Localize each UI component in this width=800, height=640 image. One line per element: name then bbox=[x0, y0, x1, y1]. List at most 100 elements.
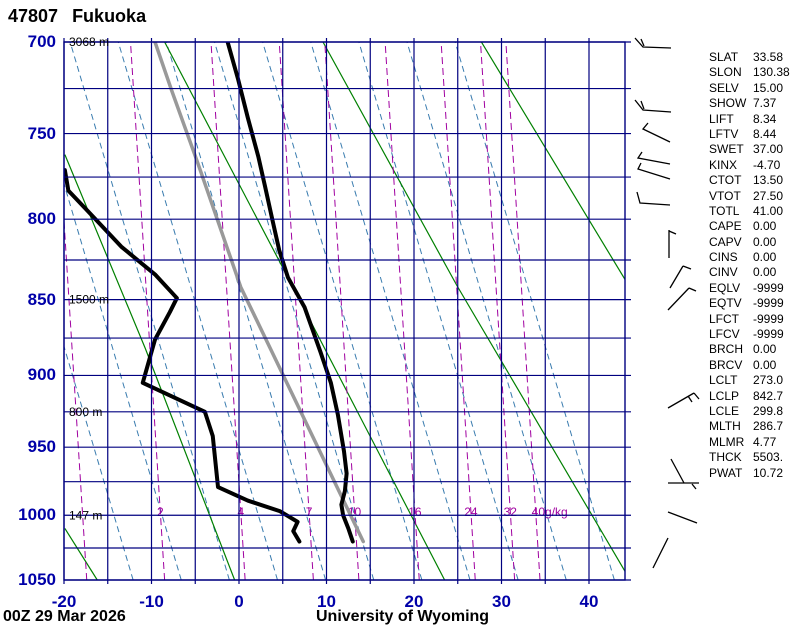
index-value: 5503. bbox=[753, 450, 784, 465]
index-row-SLAT: SLAT 33.58 bbox=[709, 50, 790, 65]
index-row-CAPV: CAPV 0.00 bbox=[709, 235, 790, 250]
plot-area: 2 4 7 10 16 24 32 40g/kg bbox=[64, 42, 625, 580]
index-row-THCK: THCK 5503. bbox=[709, 450, 790, 465]
temp-label--10: -10 bbox=[139, 592, 164, 611]
height-label: 3068 m bbox=[69, 35, 109, 49]
moist-adiabat-line bbox=[69, 42, 230, 580]
height-label: 800 m bbox=[69, 405, 102, 419]
index-value: 130.38 bbox=[753, 65, 790, 80]
moist-adiabat-line bbox=[64, 182, 182, 580]
index-row-BRCH: BRCH 0.00 bbox=[709, 342, 790, 357]
index-row-EQTV: EQTV -9999 bbox=[709, 296, 790, 311]
wind-barb-segment bbox=[667, 511, 698, 524]
temp-label-20: 20 bbox=[404, 592, 424, 611]
wind-barb-segment bbox=[667, 392, 695, 409]
mixing-ratio-line bbox=[210, 42, 246, 580]
stability-indices-panel: SLAT 33.58 SLON 130.38 SELV 15.00 SHOW 7.37 LIFT… bbox=[709, 50, 790, 481]
wind-barb-segment bbox=[634, 37, 672, 49]
index-row-MLTH: MLTH 286.7 bbox=[709, 419, 790, 434]
index-value: 286.7 bbox=[753, 419, 784, 434]
index-value: 13.50 bbox=[753, 173, 784, 188]
parcel-path bbox=[153, 42, 365, 544]
index-row-SELV: SELV 15.00 bbox=[709, 81, 790, 96]
index-row-CAPE: CAPE 0.00 bbox=[709, 219, 790, 234]
index-row-SWET: SWET 37.00 bbox=[709, 142, 790, 157]
dewpoint-trace bbox=[64, 168, 302, 544]
wind-barb bbox=[667, 392, 700, 409]
index-name: MLTH bbox=[709, 419, 741, 434]
index-name: CAPV bbox=[709, 234, 742, 249]
index-value: -4.70 bbox=[753, 157, 781, 172]
index-value: -9999 bbox=[753, 327, 784, 342]
index-row-SHOW: SHOW 7.37 bbox=[709, 96, 790, 111]
index-value: 0.00 bbox=[753, 357, 777, 372]
temp-label-40: 40 bbox=[579, 592, 599, 611]
index-name: KINX bbox=[709, 157, 738, 172]
index-name: LCLT bbox=[709, 373, 738, 388]
pressure-label-750: 750 bbox=[27, 123, 56, 143]
index-name: CINV bbox=[709, 265, 738, 280]
moist-adiabat-line bbox=[214, 42, 375, 580]
index-row-BRCV: BRCV 0.00 bbox=[709, 358, 790, 373]
wind-barb bbox=[668, 230, 677, 258]
wind-barb-segment bbox=[687, 395, 693, 403]
wind-barb-segment bbox=[641, 122, 671, 143]
wind-barb-segment bbox=[636, 191, 671, 206]
index-value: -9999 bbox=[753, 311, 784, 326]
index-row-CINV: CINV 0.00 bbox=[709, 265, 790, 280]
pressure-label-900: 900 bbox=[27, 365, 56, 385]
source-credit: University of Wyoming bbox=[316, 608, 490, 625]
index-name: CAPE bbox=[709, 219, 742, 234]
index-row-VTOT: VTOT 27.50 bbox=[709, 189, 790, 204]
moist-adiabats bbox=[64, 42, 615, 580]
mixing-ratio-line bbox=[480, 42, 516, 580]
index-row-LCLP: LCLP 842.7 bbox=[709, 389, 790, 404]
index-row-CTOT: CTOT 13.50 bbox=[709, 173, 790, 188]
moist-adiabat-line bbox=[454, 42, 615, 580]
index-row-SLON: SLON 130.38 bbox=[709, 65, 790, 80]
index-value: 0.00 bbox=[753, 342, 777, 357]
index-name: LIFT bbox=[709, 111, 734, 126]
index-value: 8.44 bbox=[753, 126, 777, 141]
moist-adiabat-line bbox=[117, 42, 278, 580]
wind-barb bbox=[641, 122, 671, 143]
index-name: MLMR bbox=[709, 434, 745, 449]
height-label: 147 m bbox=[69, 508, 102, 522]
index-row-LFTV: LFTV 8.44 bbox=[709, 127, 790, 142]
index-value: 33.58 bbox=[753, 50, 784, 64]
index-name: CTOT bbox=[709, 173, 742, 188]
index-row-LCLT: LCLT 273.0 bbox=[709, 373, 790, 388]
wind-barb bbox=[634, 99, 672, 113]
index-name: EQTV bbox=[709, 296, 742, 311]
index-name: LCLE bbox=[709, 403, 740, 418]
index-row-MLMR: MLMR 4.77 bbox=[709, 435, 790, 450]
wind-barb bbox=[667, 287, 697, 311]
wind-barb-segment bbox=[640, 38, 645, 47]
temp-label-30: 30 bbox=[492, 592, 511, 611]
index-name: SELV bbox=[709, 80, 739, 95]
index-value: 0.00 bbox=[753, 219, 777, 234]
index-value: 15.00 bbox=[753, 80, 784, 95]
index-value: 0.00 bbox=[753, 234, 777, 249]
index-row-KINX: KINX -4.70 bbox=[709, 158, 790, 173]
mixing-ratio-line bbox=[64, 213, 88, 580]
wind-barb bbox=[634, 37, 672, 49]
index-value: 299.8 bbox=[753, 403, 784, 418]
wind-barb-segment bbox=[670, 458, 685, 484]
wind-barb bbox=[669, 265, 692, 289]
page-title: 47807 Fukuoka bbox=[8, 6, 146, 27]
index-row-LCLE: LCLE 299.8 bbox=[709, 404, 790, 419]
index-name: SWET bbox=[709, 142, 744, 157]
wind-barb-segment bbox=[691, 483, 697, 490]
wind-barb-segment bbox=[667, 287, 690, 311]
index-value: 4.77 bbox=[753, 434, 777, 449]
pressure-label-950: 950 bbox=[27, 437, 56, 457]
index-name: LFCV bbox=[709, 327, 740, 342]
index-value: 8.34 bbox=[753, 111, 777, 126]
wind-barb-segment bbox=[693, 392, 700, 400]
pressure-label-1050: 1050 bbox=[18, 570, 56, 589]
index-name: TOTL bbox=[709, 203, 740, 218]
wind-barb-segment bbox=[682, 265, 692, 270]
